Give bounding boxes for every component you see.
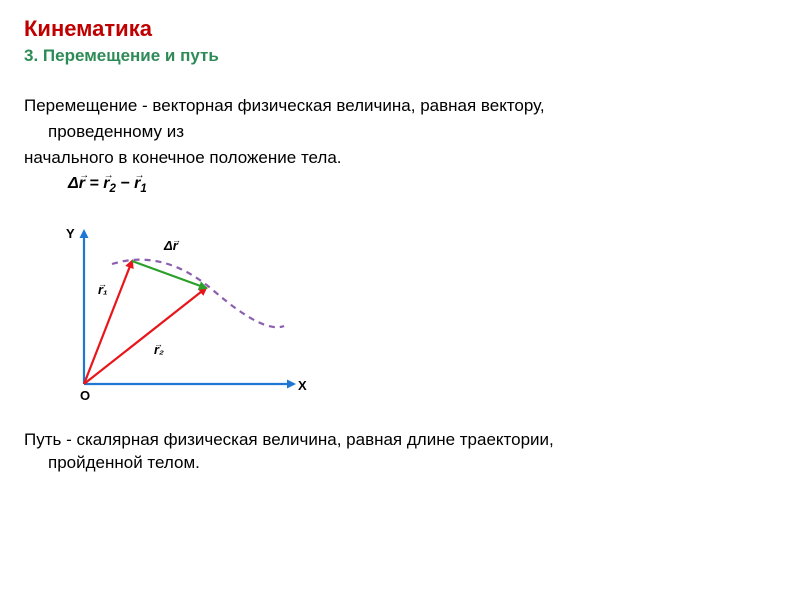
- definition-displacement-line1-cont: проведенному из: [24, 120, 776, 144]
- formula-sub1: 1: [140, 184, 146, 196]
- vector-diagram-container: O X Y → r₁ → r₂ → Δr: [54, 216, 776, 406]
- vector-r1-label: → r₁: [98, 279, 108, 297]
- y-axis-label: Y: [66, 226, 75, 241]
- definition-path-line1: Путь - скалярная физическая величина, ра…: [24, 428, 776, 452]
- x-axis-label: X: [298, 378, 307, 393]
- section-subtitle: 3. Перемещение и путь: [24, 46, 776, 66]
- displacement-formula: Δr = r2 − r1: [68, 175, 776, 195]
- origin-label: O: [80, 388, 90, 403]
- formula-r2: r: [103, 175, 109, 192]
- vector-diagram: O X Y → r₁ → r₂ → Δr: [54, 216, 314, 406]
- svg-text:Δr: Δr: [163, 238, 179, 253]
- formula-minus: −: [116, 175, 134, 192]
- definition-path-line1-cont: пройденной телом.: [24, 451, 776, 475]
- vector-dr-label: → Δr: [163, 235, 181, 253]
- definition-displacement-line1: Перемещение - векторная физическая велич…: [24, 94, 776, 118]
- svg-text:r₂: r₂: [154, 342, 164, 357]
- formula-delta: Δ: [68, 175, 79, 192]
- svg-text:r₁: r₁: [98, 282, 108, 297]
- formula-r1: r: [134, 175, 140, 192]
- page-title: Кинематика: [24, 16, 776, 42]
- vector-r2-label: → r₂: [154, 339, 164, 357]
- formula-r-lhs: r: [79, 175, 85, 192]
- definition-displacement-line2: начального в конечное положение тела.: [24, 146, 776, 170]
